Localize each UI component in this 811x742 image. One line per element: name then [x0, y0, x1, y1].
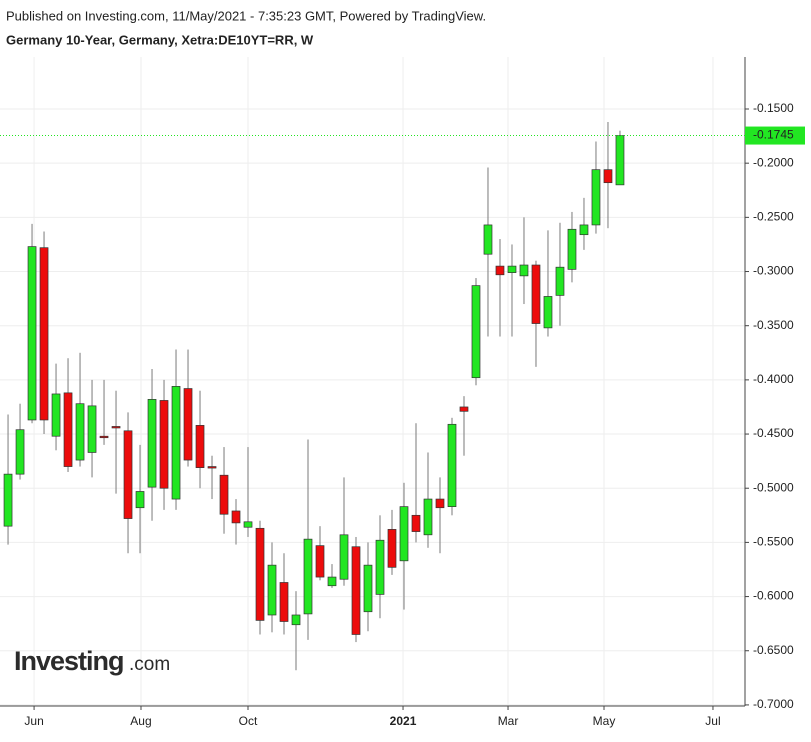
candle-body	[291, 614, 301, 626]
candle-body	[99, 435, 109, 439]
candle-body	[243, 521, 253, 528]
candle-body	[351, 546, 361, 635]
candle-body	[567, 228, 577, 270]
candle-body	[111, 426, 121, 429]
x-tick-label: Jul	[705, 714, 720, 728]
y-tick-label: -0.7000	[753, 697, 794, 711]
y-tick-label: -0.3000	[753, 264, 794, 278]
candle-body	[615, 135, 625, 186]
candle-body	[423, 498, 433, 536]
candle-body	[339, 534, 349, 580]
candle-body	[39, 247, 49, 421]
y-tick-label: -0.1500	[753, 101, 794, 115]
candle-body	[411, 514, 421, 532]
y-tick-label: -0.2500	[753, 210, 794, 224]
x-tick-label: May	[593, 714, 616, 728]
published-note: Published on Investing.com, 11/May/2021 …	[6, 8, 486, 23]
y-tick-label: -0.3500	[753, 318, 794, 332]
y-tick-label: -0.6500	[753, 643, 794, 657]
candle-body	[531, 264, 541, 324]
candle-body	[363, 564, 373, 613]
candle-body	[507, 265, 517, 273]
candle-body	[231, 510, 241, 524]
candle-body	[483, 224, 493, 255]
candle-body	[459, 406, 469, 412]
symbol-title: Germany 10-Year, Germany, Xetra:DE10YT=R…	[6, 32, 314, 47]
y-tick-label: -0.5500	[753, 535, 794, 549]
candle-body	[219, 474, 229, 515]
plot-area	[0, 57, 745, 706]
candle-body	[51, 393, 61, 437]
y-tick-label: -0.2000	[753, 155, 794, 169]
candle-body	[435, 498, 445, 509]
candle-body	[75, 403, 85, 461]
candle-body	[255, 527, 265, 621]
candle-body	[579, 224, 589, 236]
candle-body	[303, 538, 313, 615]
candle-body	[15, 429, 25, 475]
candle-body	[603, 169, 613, 184]
candle-body	[387, 529, 397, 568]
candle-body	[207, 466, 217, 469]
candle-body	[519, 264, 529, 277]
candle-body	[159, 400, 169, 489]
candle-body	[195, 425, 205, 468]
candle-body	[495, 265, 505, 276]
candle-body	[27, 246, 37, 421]
candle-body	[591, 169, 601, 226]
candle-body	[327, 576, 337, 587]
y-tick-label: -0.4000	[753, 372, 794, 386]
y-tick-label: -0.4500	[753, 426, 794, 440]
x-tick-label: Oct	[239, 714, 258, 728]
candle-body	[543, 296, 553, 329]
price-label-box	[745, 126, 805, 145]
y-tick-label: -0.6000	[753, 589, 794, 603]
candle-body	[315, 545, 325, 578]
candle-body	[123, 430, 133, 519]
x-tick-label: 2021	[390, 714, 417, 728]
price-label: -0.1745	[753, 128, 794, 142]
candle-body	[63, 392, 73, 467]
candle-body	[183, 388, 193, 461]
y-tick-label: -0.5000	[753, 480, 794, 494]
candle-body	[135, 491, 145, 509]
candle-body	[267, 564, 277, 616]
candle-body	[375, 539, 385, 595]
candle-body	[171, 386, 181, 500]
x-tick-label: Aug	[130, 714, 151, 728]
candle-body	[279, 582, 289, 622]
candle-body	[447, 423, 457, 507]
candle-body	[399, 506, 409, 562]
candle-body	[3, 473, 13, 527]
candle-body	[147, 399, 157, 488]
candle-body	[87, 405, 97, 453]
watermark-suffix: .com	[129, 654, 170, 675]
x-tick-label: Jun	[24, 714, 43, 728]
candle-body	[471, 285, 481, 379]
x-tick-label: Mar	[498, 714, 519, 728]
candle-body	[555, 266, 565, 296]
watermark-brand: Investing	[14, 646, 124, 676]
